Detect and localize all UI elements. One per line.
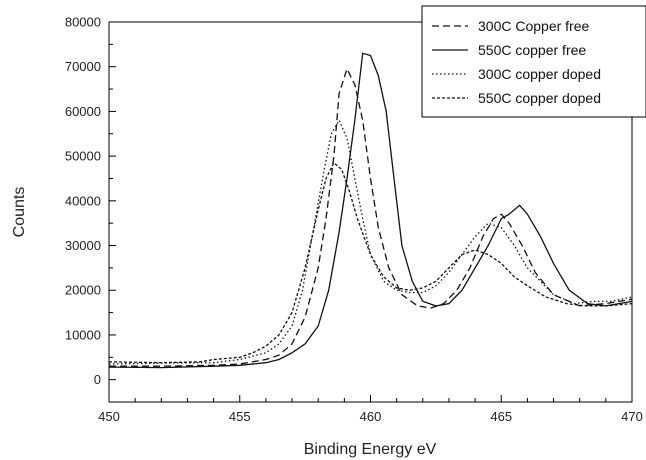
series-line-3: [108, 118, 633, 365]
x-tick-label: 450: [98, 409, 120, 424]
x-tick-label: 470: [621, 409, 643, 424]
y-tick-label: 10000: [65, 327, 101, 342]
legend-label-1: 300C Copper free: [478, 18, 590, 34]
series-line-4: [108, 161, 633, 364]
series-layer: [108, 52, 633, 369]
y-tick-label: 30000: [65, 238, 101, 253]
legend-label-2: 550C copper free: [478, 42, 586, 58]
y-tick-label: 0: [94, 372, 101, 387]
legend-label-3: 300C copper doped: [478, 66, 601, 82]
y-tick-label: 80000: [65, 15, 101, 30]
y-tick-label: 70000: [65, 59, 101, 74]
legend-label-4: 550C copper doped: [478, 90, 601, 106]
y-tick-label: 40000: [65, 193, 101, 208]
y-tick-label: 60000: [65, 104, 101, 119]
x-tick-label: 460: [360, 409, 382, 424]
x-axis-title: Binding Energy eV: [304, 441, 437, 458]
legend: 300C Copper free 550C copper free 300C cop…: [421, 5, 646, 118]
x-tick-label: 465: [490, 409, 512, 424]
axis-ticks: 450 455 460 465 470 0 10000 20000 30000 40000 5000…: [65, 15, 643, 425]
y-axis-title: Counts: [11, 187, 28, 238]
y-tick-label: 50000: [65, 149, 101, 164]
x-tick-label: 455: [229, 409, 251, 424]
series-line-1: [109, 67, 633, 367]
series-line-2: [108, 52, 633, 369]
y-tick-label: 20000: [65, 283, 101, 298]
